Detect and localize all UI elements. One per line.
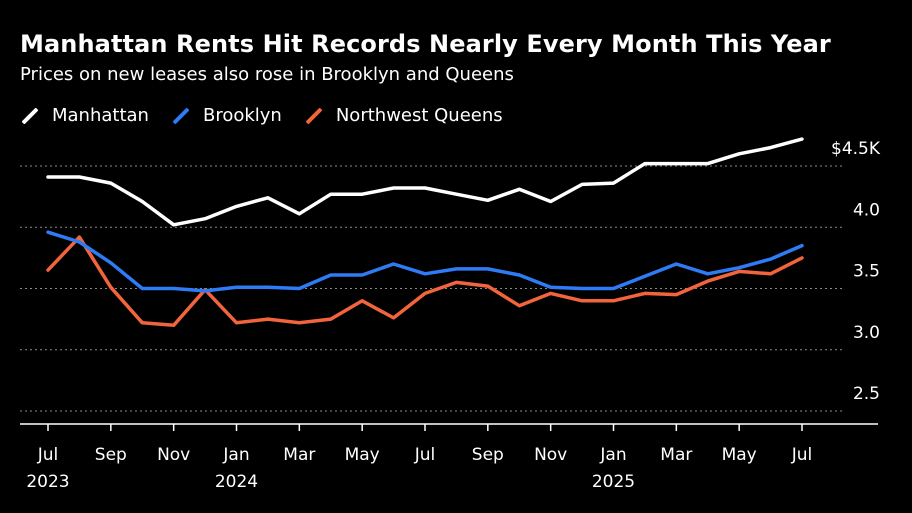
y-tick-label: 2.5 [853,384,880,404]
x-tick-label: Jul [791,445,813,465]
legend: Manhattan Brooklyn Northwest Queens [20,105,525,126]
x-tick-year-label: 2025 [592,472,635,492]
legend-label-northwest-queens: Northwest Queens [335,105,503,126]
x-tick-label: Nov [534,445,567,465]
y-axis-labels: 2.5 3.0 3.5 4.0 $4.5K [831,139,881,404]
x-tick-label: Sep [472,445,504,465]
x-tick-label: May [345,445,380,465]
legend-label-brooklyn: Brooklyn [202,105,282,126]
y-tick-label: 3.0 [853,323,880,343]
y-tick-label: 4.0 [853,200,880,220]
chart-subtitle: Prices on new leases also rose in Brookl… [20,64,514,85]
y-tick-label: 3.5 [853,262,880,282]
x-tick-label: Jul [37,445,59,465]
x-axis: Jul 2023 Sep Nov Jan 2024 Mar May Jul Sep Nov Jan 20… [20,423,878,492]
legend-item-northwest-queens: Northwest Queens [304,105,503,126]
legend-label-manhattan: Manhattan [52,105,149,126]
legend-item-brooklyn: Brooklyn [171,105,282,126]
series-line-brooklyn [46,230,804,293]
x-tick-label: Nov [157,445,190,465]
x-tick-label: Mar [283,445,315,465]
series-lines [46,137,804,328]
x-tick-label: Mar [660,445,692,465]
x-tick-label: May [722,445,757,465]
x-tick-label: Sep [95,445,127,465]
x-tick-label: Jan [599,445,626,465]
legend-item-manhattan: Manhattan [20,105,149,126]
x-tick-label: Jan [222,445,249,465]
x-tick-label: Jul [414,445,436,465]
x-tick-year-label: 2024 [215,472,258,492]
chart-title: Manhattan Rents Hit Records Nearly Every… [20,30,831,58]
y-tick-label: $4.5K [831,139,881,159]
x-tick-year-label: 2023 [26,472,69,492]
series-line-northwest-queens [46,235,804,328]
series-line-manhattan [46,137,804,227]
